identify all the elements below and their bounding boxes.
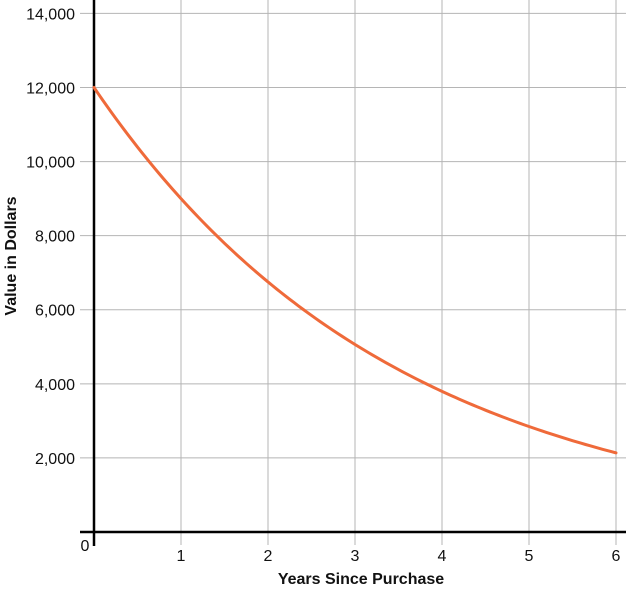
- axes: [80, 0, 626, 546]
- origin-label: 0: [81, 538, 90, 555]
- y-tick-label: 2,000: [35, 451, 75, 468]
- x-axis-label: Years Since Purchase: [278, 571, 444, 588]
- series-line: [92, 85, 618, 455]
- y-tick-label: 6,000: [35, 303, 75, 320]
- y-axis-label: Value in Dollars: [3, 196, 20, 315]
- x-tick-label: 5: [525, 548, 534, 565]
- x-tick-label: 6: [612, 548, 621, 565]
- x-tick-label: 2: [264, 548, 273, 565]
- series: [92, 85, 618, 455]
- y-tick-label: 4,000: [35, 377, 75, 394]
- y-tick-label: 8,000: [35, 229, 75, 246]
- x-tick-label: 4: [438, 548, 447, 565]
- grid: [80, 0, 626, 545]
- y-tick-label: 10,000: [26, 155, 75, 172]
- tick-labels: 1 2 3 4 5 6 2,000 4,000 6,000 8,000 10,000 12,000 14…: [26, 6, 620, 565]
- x-tick-label: 1: [177, 548, 186, 565]
- y-tick-label: 12,000: [26, 80, 75, 97]
- x-tick-label: 3: [351, 548, 360, 565]
- y-tick-label: 14,000: [26, 6, 75, 23]
